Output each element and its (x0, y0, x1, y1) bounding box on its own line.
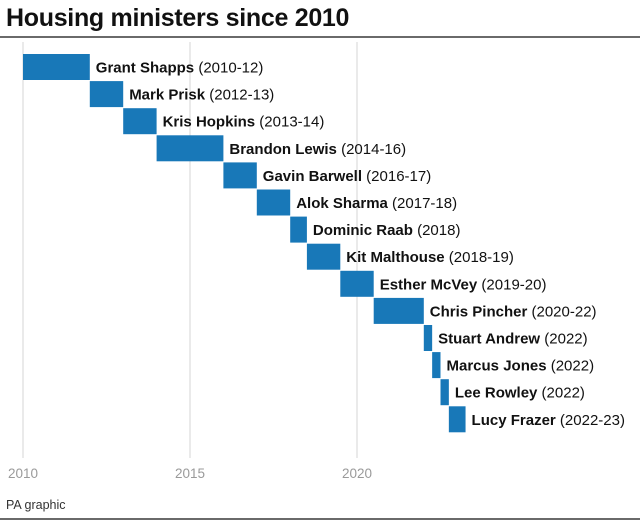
minister-name: Kris Hopkins (163, 114, 256, 131)
bar-label: Dominic Raab (2018) (313, 222, 461, 239)
minister-name: Alok Sharma (296, 195, 388, 212)
bar-dominic-raab (290, 216, 307, 243)
minister-name: Lucy Frazer (472, 412, 556, 429)
minister-period: (2010-12) (194, 60, 263, 77)
bar-label: Alok Sharma (2017-18) (296, 195, 457, 212)
minister-name: Mark Prisk (129, 87, 206, 104)
source-credit: PA graphic (6, 498, 66, 512)
bar-grant-shapps (23, 54, 90, 80)
bar-label: Lee Rowley (2022) (455, 385, 585, 402)
gridlines (22, 42, 358, 458)
bar-brandon-lewis (156, 135, 224, 162)
minister-period: (2022) (547, 358, 595, 375)
minister-period: (2013-14) (255, 114, 324, 131)
bar-kris-hopkins (123, 108, 157, 135)
bar-gavin-barwell (223, 162, 257, 189)
bars: Grant Shapps (2010-12) Mark Prisk (2012-1… (23, 54, 625, 433)
minister-period: (2019-20) (477, 276, 546, 293)
axes: 2010 2015 2020 (0, 36, 640, 520)
minister-period: (2020-22) (527, 303, 596, 320)
bar-lee-rowley (440, 379, 449, 406)
bar-label: Lucy Frazer (2022-23) (472, 412, 625, 429)
bar-marcus-jones (432, 352, 441, 379)
bar-chris-pincher (373, 297, 424, 324)
bar-label: Chris Pincher (2020-22) (430, 303, 597, 320)
minister-name: Brandon Lewis (229, 141, 337, 158)
x-tick-label: 2015 (175, 466, 205, 481)
bar-label: Esther McVey (2019-20) (380, 276, 547, 293)
bar-stuart-andrew (423, 325, 433, 351)
bar-label: Stuart Andrew (2022) (438, 331, 587, 348)
minister-name: Grant Shapps (96, 60, 194, 77)
x-tick-label: 2020 (342, 466, 372, 481)
minister-period: (2014-16) (337, 141, 406, 158)
bar-lucy-frazer (448, 406, 466, 433)
minister-name: Dominic Raab (313, 222, 413, 239)
bar-label: Grant Shapps (2010-12) (96, 60, 264, 77)
minister-period: (2016-17) (362, 168, 431, 185)
minister-period: (2022) (540, 331, 588, 348)
minister-period: (2022-23) (556, 412, 625, 429)
x-tick-label: 2010 (8, 466, 38, 481)
minister-name: Marcus Jones (447, 358, 547, 375)
minister-period: (2018) (413, 222, 461, 239)
bar-label: Kris Hopkins (2013-14) (163, 114, 325, 131)
minister-name: Chris Pincher (430, 303, 528, 320)
bar-label: Kit Malthouse (2018-19) (346, 249, 514, 266)
minister-period: (2017-18) (388, 195, 457, 212)
bar-label: Gavin Barwell (2016-17) (263, 168, 431, 185)
minister-period: (2022) (537, 385, 585, 402)
bar-label: Brandon Lewis (2014-16) (229, 141, 406, 158)
minister-name: Esther McVey (380, 276, 478, 293)
minister-name: Stuart Andrew (438, 331, 540, 348)
minister-name: Lee Rowley (455, 385, 538, 402)
bar-label: Mark Prisk (2012-13) (129, 87, 274, 104)
bar-label: Marcus Jones (2022) (447, 358, 595, 375)
bar-kit-malthouse (306, 243, 341, 270)
minister-period: (2012-13) (205, 87, 274, 104)
bar-alok-sharma (256, 189, 291, 216)
minister-period: (2018-19) (445, 249, 514, 266)
minister-name: Gavin Barwell (263, 168, 362, 185)
bar-mark-prisk (89, 81, 124, 108)
chart-title: Housing ministers since 2010 (6, 4, 350, 32)
minister-name: Kit Malthouse (346, 249, 444, 266)
bar-esther-mcvey (340, 270, 374, 297)
